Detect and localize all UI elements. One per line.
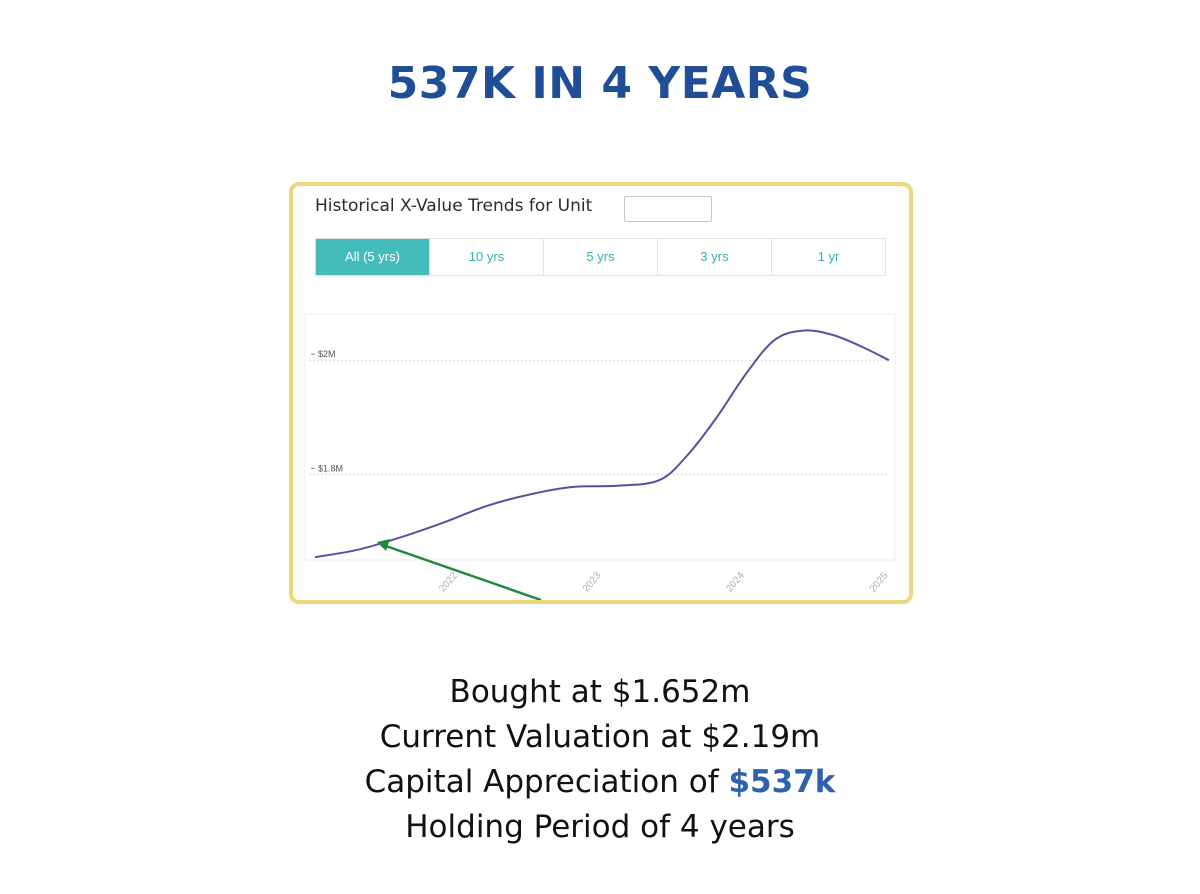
tab-3-yrs[interactable]: 3 yrs — [658, 239, 772, 275]
y-tick-label: $1.8M — [318, 463, 343, 473]
range-tabs: All (5 yrs) 10 yrs 5 yrs 3 yrs 1 yr — [315, 238, 886, 276]
bought-at-text: Bought at $1.652m — [449, 674, 751, 710]
y-tick-label: $2M — [318, 349, 336, 359]
x-tick-label: 2022 — [437, 570, 460, 594]
tab-all-5-yrs[interactable]: All (5 yrs) — [316, 239, 430, 275]
plot-frame — [304, 313, 896, 561]
annotation-arrow-shaft — [382, 543, 542, 602]
page-headline: 537K IN 4 YEARS — [387, 58, 813, 109]
x-tick-label: 2025 — [868, 570, 891, 594]
x-tick-label: 2024 — [724, 570, 747, 594]
capital-appreciation-label: Capital Appreciation of — [364, 764, 729, 800]
capital-appreciation-line: Capital Appreciation of $537k — [0, 760, 1200, 805]
value-trend-chart: $2M $1.8M 2022 2023 2024 2025 — [304, 313, 896, 602]
annotation-arrow-head — [377, 539, 390, 551]
series-line — [314, 329, 890, 559]
chart-card: Historical X-Value Trends for Unit All (… — [289, 182, 913, 604]
x-tick-label: 2023 — [581, 570, 604, 594]
summary-block: Bought at $1.652m Current Valuation at $… — [0, 670, 1200, 850]
tab-1-yr[interactable]: 1 yr — [772, 239, 885, 275]
tab-5-yrs[interactable]: 5 yrs — [544, 239, 658, 275]
tab-10-yrs[interactable]: 10 yrs — [430, 239, 544, 275]
current-valuation-text: Current Valuation at $2.19m — [379, 719, 821, 755]
unit-input-box[interactable] — [624, 196, 712, 222]
capital-appreciation-value: $537k — [728, 764, 836, 800]
holding-period-text: Holding Period of 4 years — [405, 809, 795, 845]
chart-area: $2M $1.8M 2022 2023 2024 2025 — [301, 304, 901, 602]
chart-card-title: Historical X-Value Trends for Unit — [315, 196, 593, 216]
